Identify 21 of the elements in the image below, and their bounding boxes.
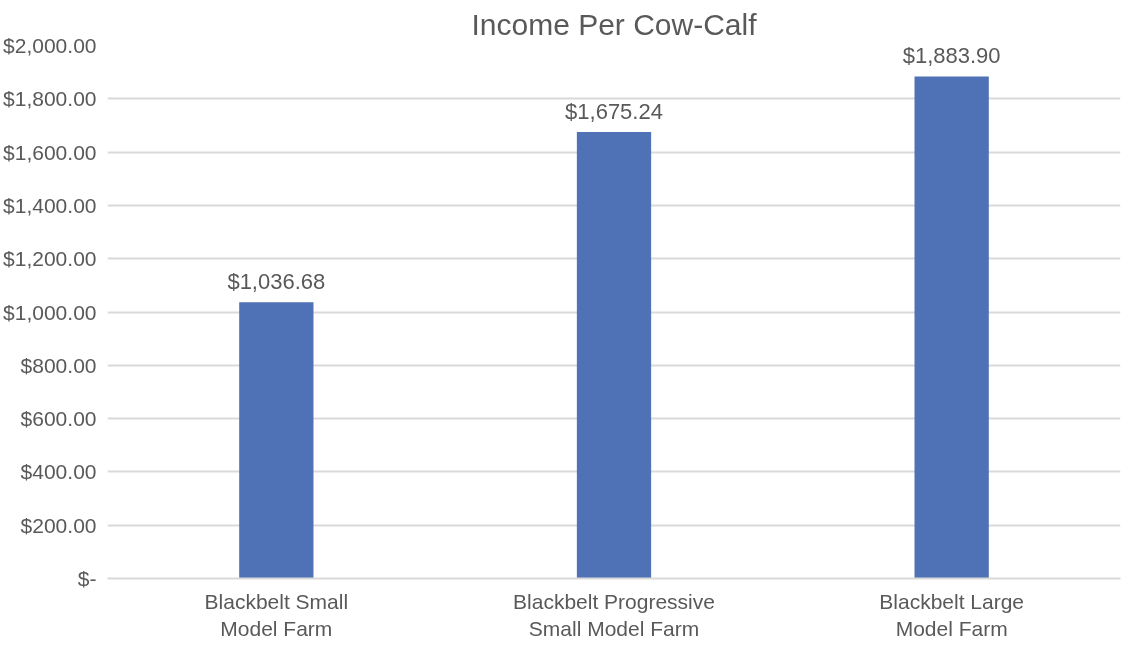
data-label: $1,675.24 xyxy=(565,99,663,125)
y-tick-label: $800.00 xyxy=(20,353,97,377)
bar xyxy=(576,132,652,579)
y-tick-label: $1,000.00 xyxy=(3,300,97,324)
data-label: $1,036.68 xyxy=(227,269,326,295)
y-tick-label: $1,600.00 xyxy=(3,140,97,164)
x-tick-label: Blackbelt Progressive Small Model Farm xyxy=(513,589,715,641)
y-tick-label: $1,200.00 xyxy=(3,247,97,271)
data-label: $1,883.90 xyxy=(902,43,1001,69)
chart-title: Income Per Cow-Calf xyxy=(471,7,758,41)
y-tick-label: $1,400.00 xyxy=(3,193,97,217)
bar xyxy=(914,76,989,579)
x-tick-label: Blackbelt Small Model Farm xyxy=(204,589,349,641)
y-tick-label: $200.00 xyxy=(20,513,97,537)
bar xyxy=(239,302,314,579)
y-tick-label: $- xyxy=(77,567,97,590)
y-tick-label: $1,800.00 xyxy=(3,87,97,111)
y-tick-label: $400.00 xyxy=(20,460,97,484)
y-tick-label: $600.00 xyxy=(20,407,97,431)
y-tick-label: $2,000.00 xyxy=(3,34,97,57)
x-tick-label: Blackbelt Large Model Farm xyxy=(879,589,1025,641)
